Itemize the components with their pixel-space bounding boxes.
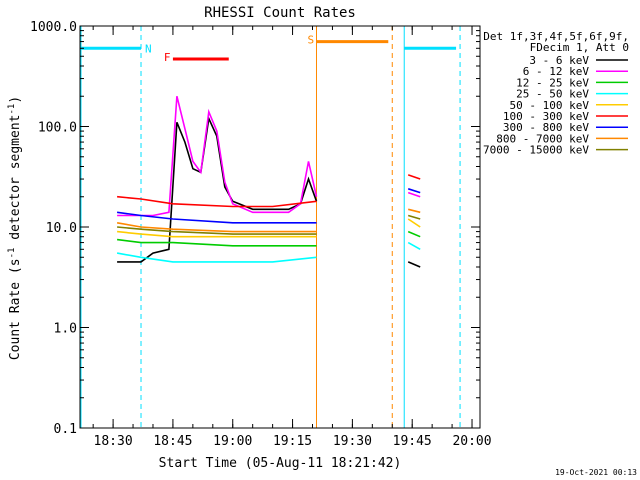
y-axis-label-sup-2: -1 xyxy=(7,104,17,115)
series-line xyxy=(407,174,421,180)
y-axis-label-main: Count Rate (s xyxy=(8,258,23,360)
legend-item-label: 25 - 50 keV xyxy=(516,88,589,101)
y-tick-label: 10.0 xyxy=(46,221,77,236)
annotation-label: S xyxy=(307,34,314,47)
legend-header-line-1: Det 1f,3f,4f,5f,6f,9f, xyxy=(483,30,629,43)
y-axis-label: Count Rate (s-1 detector segment-1) xyxy=(7,96,23,360)
series-line xyxy=(117,96,318,217)
x-tick-label: 19:30 xyxy=(333,434,372,449)
legend-item-label: 100 - 300 keV xyxy=(503,110,589,123)
legend-header-line-2: FDecim 1, Att 0 xyxy=(530,41,629,54)
series-line xyxy=(116,222,317,233)
series-line xyxy=(407,214,421,220)
series-line xyxy=(407,218,421,228)
y-axis-ticks: 1000.0 100.0 10.0 1.0 0.1 xyxy=(30,20,480,437)
annotations-layer: NF S xyxy=(80,26,461,428)
y-tick-label: 100.0 xyxy=(38,121,77,136)
y-axis-label-close: ) xyxy=(8,96,23,104)
series-layer xyxy=(116,96,421,268)
x-tick-label: 19:15 xyxy=(273,434,312,449)
y-tick-label: 0.1 xyxy=(54,422,77,437)
series-line xyxy=(407,188,421,194)
series-line xyxy=(407,261,421,268)
series-line xyxy=(117,230,317,238)
series-line xyxy=(116,211,317,224)
y-axis-label-sup-1: -1 xyxy=(7,248,17,259)
x-axis-label: Start Time (05-Aug-11 18:21:42) xyxy=(159,456,402,471)
footer-date: 19-Oct-2021 00:13 xyxy=(555,468,637,477)
legend-item-label: 3 - 6 keV xyxy=(529,54,589,67)
legend-item-label: 800 - 7000 keV xyxy=(496,132,589,145)
legend: Det 1f,3f,4f,5f,6f,9f, FDecim 1, Att 0 3… xyxy=(483,30,629,157)
y-tick-label: 1.0 xyxy=(54,322,77,337)
series-line xyxy=(116,252,317,263)
x-tick-label: 18:45 xyxy=(153,434,192,449)
series-line xyxy=(117,226,317,235)
series-line xyxy=(117,238,317,247)
series-line xyxy=(117,195,317,208)
series-line xyxy=(407,230,421,238)
x-tick-label: 20:00 xyxy=(452,434,491,449)
x-tick-label: 19:00 xyxy=(213,434,252,449)
legend-item-label: 12 - 25 keV xyxy=(516,76,589,89)
legend-item-label: 7000 - 15000 keV xyxy=(483,144,589,157)
annotation-label: N xyxy=(145,42,152,55)
legend-item-label: 6 - 12 keV xyxy=(523,65,590,78)
y-tick-label: 1000.0 xyxy=(30,20,77,35)
series-line xyxy=(407,241,421,250)
series-line xyxy=(408,208,421,214)
annotation-label: F xyxy=(164,51,171,64)
chart-title: RHESSI Count Rates xyxy=(204,5,356,21)
series-line xyxy=(117,115,318,263)
y-axis-label-tail: detector segment xyxy=(8,115,23,248)
x-tick-label: 18:30 xyxy=(94,434,133,449)
legend-item-label: 50 - 100 keV xyxy=(510,99,590,112)
series-line xyxy=(407,191,421,198)
x-tick-label: 19:45 xyxy=(393,434,432,449)
legend-item-label: 300 - 800 keV xyxy=(503,121,589,134)
x-axis-ticks: 18:30 18:45 19:00 19:15 19:30 19:45 20:00 xyxy=(92,26,492,449)
